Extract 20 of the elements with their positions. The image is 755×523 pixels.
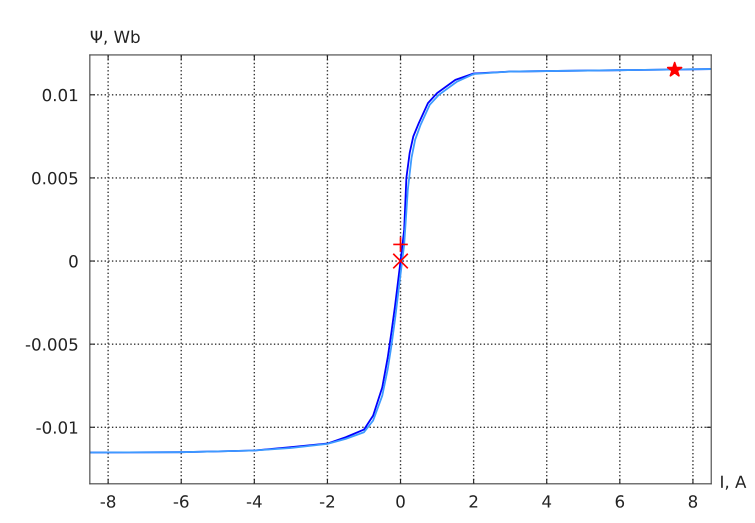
x-tick-label: -8 bbox=[100, 495, 116, 508]
x-tick-label: 2 bbox=[470, 495, 478, 508]
y-tick-label: -0.005 bbox=[26, 338, 78, 351]
y-tick-label: -0.01 bbox=[36, 421, 78, 434]
x-tick-label: -2 bbox=[320, 495, 334, 508]
x-tick-label: 8 bbox=[688, 495, 698, 508]
x-tick-label: -4 bbox=[246, 495, 262, 508]
point bbox=[392, 236, 409, 253]
x-axis-title: I, A bbox=[721, 476, 746, 490]
x-tick-label: 0 bbox=[396, 495, 405, 508]
y-axis-title: Ψ, Wb bbox=[90, 30, 140, 45]
x-tick-label: 4 bbox=[542, 495, 552, 508]
y-tick-label: 0 bbox=[69, 254, 78, 268]
y-tick-label: 0.005 bbox=[32, 172, 78, 184]
line-series bbox=[90, 68, 712, 454]
point bbox=[666, 62, 682, 77]
x-tick-label: -6 bbox=[174, 495, 188, 508]
x-tick-label: 6 bbox=[616, 495, 624, 508]
point bbox=[392, 252, 409, 270]
y-tick-label: 0.01 bbox=[42, 88, 78, 102]
